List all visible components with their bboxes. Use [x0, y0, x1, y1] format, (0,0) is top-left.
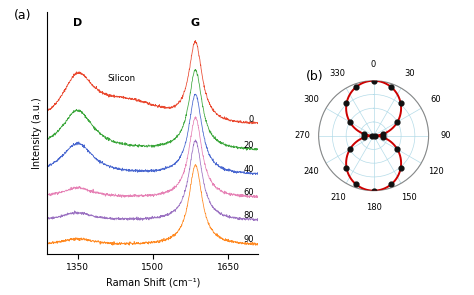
Text: 40: 40 [244, 165, 254, 174]
Point [361, 135, 368, 140]
Point [368, 133, 376, 138]
Point [370, 188, 377, 193]
Point [352, 182, 360, 187]
Text: 90: 90 [244, 235, 254, 244]
Point [352, 85, 360, 89]
Point [393, 147, 401, 152]
X-axis label: Raman Shift (cm⁻¹): Raman Shift (cm⁻¹) [106, 278, 200, 288]
Text: Silicon: Silicon [108, 74, 136, 83]
Point [393, 119, 401, 124]
Text: (a): (a) [14, 9, 31, 22]
Point [379, 135, 387, 140]
Text: 60: 60 [244, 188, 254, 197]
Text: 80: 80 [244, 211, 254, 220]
Text: G: G [191, 17, 200, 27]
Y-axis label: Intensity (a.u.): Intensity (a.u.) [32, 97, 42, 169]
Point [343, 101, 350, 106]
Text: (b): (b) [305, 70, 323, 83]
Point [361, 132, 368, 136]
Point [343, 166, 350, 171]
Point [397, 101, 405, 106]
Point [346, 147, 354, 152]
Text: D: D [73, 17, 82, 27]
Point [379, 132, 387, 136]
Point [346, 119, 354, 124]
Point [397, 166, 405, 171]
Text: 0: 0 [249, 115, 254, 124]
Point [372, 133, 379, 138]
Point [370, 78, 377, 83]
Text: 20: 20 [244, 141, 254, 150]
Point [388, 85, 395, 89]
Point [388, 182, 395, 187]
